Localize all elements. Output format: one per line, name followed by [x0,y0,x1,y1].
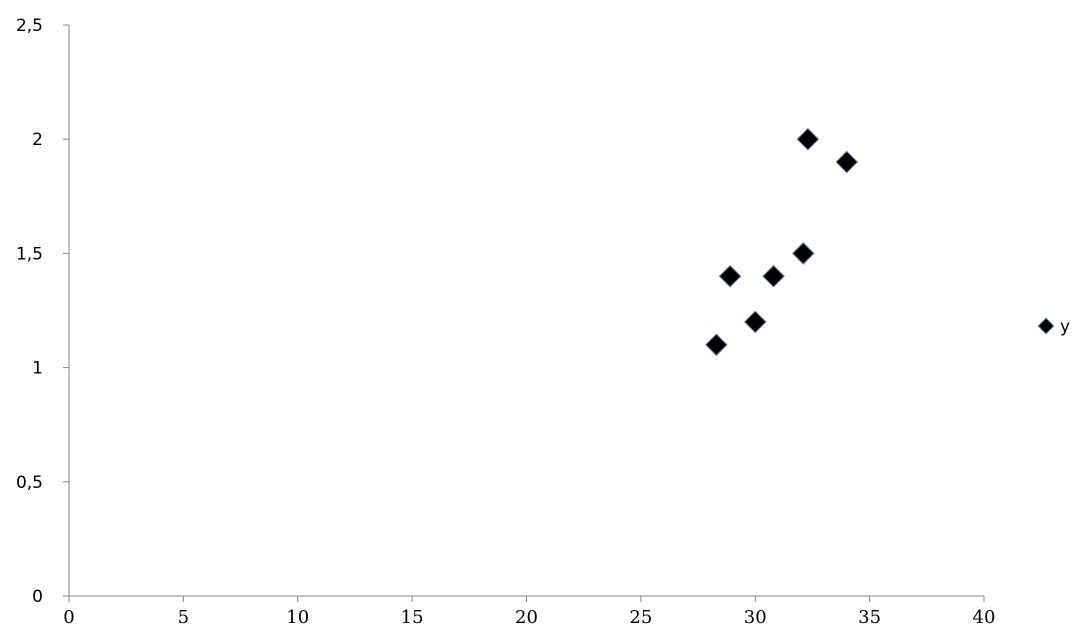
y-tick-label: 1,5 [16,244,43,264]
x-axis-ticks: 0 5 10 15 20 25 30 35 40 [63,596,995,628]
data-point [705,333,728,357]
legend-marker [1037,317,1055,335]
x-tick-label: 0 [63,607,74,628]
y-tick-label: 2 [32,130,43,150]
x-tick-label: 10 [286,607,309,628]
y-tick-label: 1 [32,359,43,379]
axes [68,25,984,597]
legend-label: y [1060,317,1070,337]
x-tick-label: 40 [973,607,996,628]
data-point [762,264,785,288]
y-tick-label: 2,5 [16,16,43,36]
data-point [791,242,815,265]
data-point [718,264,742,288]
x-tick-label: 5 [178,607,189,628]
data-point [835,150,859,174]
x-tick-label: 25 [629,607,652,628]
x-tick-label: 35 [858,607,881,628]
y-tick-label: 0 [32,587,43,607]
data-points [705,127,859,357]
x-tick-label: 20 [515,607,538,628]
y-axis-ticks: 0 0,5 1 1,5 2 2,5 [16,16,69,607]
data-point [743,310,767,334]
legend: y [1037,317,1070,337]
x-tick-label: 30 [744,607,767,628]
y-tick-label: 0,5 [16,473,43,493]
x-tick-label: 15 [401,607,424,628]
data-point [796,127,820,151]
